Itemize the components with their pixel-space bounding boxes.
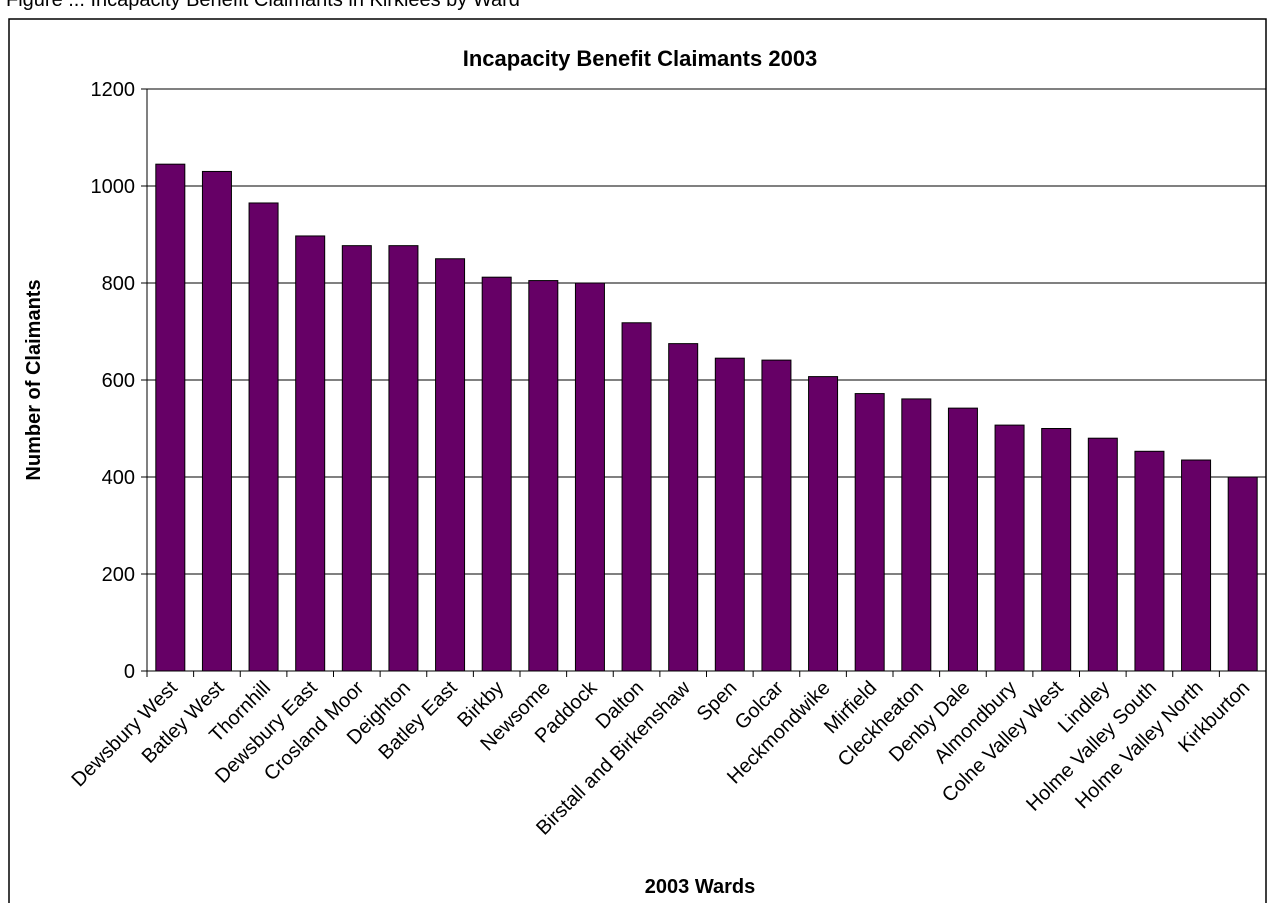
chart-title: Incapacity Benefit Claimants 2003 [463, 46, 818, 71]
bar [1181, 459, 1212, 672]
bar [1227, 476, 1258, 672]
y-tick-label: 200 [102, 564, 135, 586]
bar [341, 245, 372, 672]
bar [155, 163, 186, 672]
bar [1041, 428, 1072, 672]
bar [947, 407, 978, 672]
bar [435, 258, 466, 672]
y-tick-label: 800 [102, 273, 135, 295]
bar [248, 202, 279, 672]
bar [528, 280, 559, 672]
bar [714, 357, 745, 672]
bar [1134, 450, 1165, 672]
y-axis-ticks: 0 200 400 600 800 1000 1200 [91, 79, 147, 683]
bar [1087, 437, 1118, 672]
y-axis-title: Number of Claimants [23, 279, 45, 480]
bar [574, 282, 605, 672]
bar [901, 398, 932, 672]
bar [854, 393, 885, 672]
bar [668, 343, 699, 672]
y-tick-label: 1200 [91, 79, 136, 101]
figure-caption: Figure ... Incapacity Benefit Claimants … [6, 0, 520, 11]
y-tick-label: 400 [102, 467, 135, 489]
bar [295, 235, 326, 672]
x-axis-title: 2003 Wards [645, 876, 755, 898]
bar [481, 276, 512, 672]
bar [808, 376, 839, 672]
bar [388, 245, 419, 672]
y-tick-label: 600 [102, 370, 135, 392]
gridlines [147, 88, 1266, 575]
y-tick-label: 0 [124, 661, 135, 683]
bar [761, 359, 792, 672]
bar [621, 322, 652, 672]
bar [994, 424, 1025, 672]
y-tick-label: 1000 [91, 176, 136, 198]
bar [201, 170, 232, 672]
